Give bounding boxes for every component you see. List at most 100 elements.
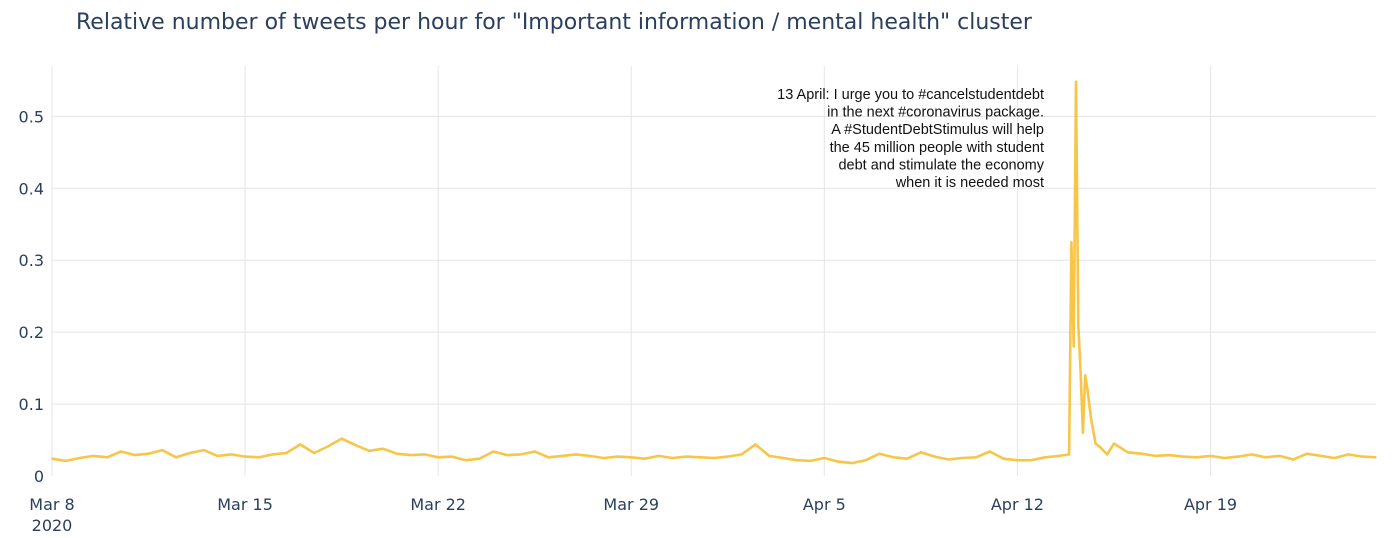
annotation-line: A #StudentDebtStimulus will help bbox=[831, 122, 1044, 138]
data-point bbox=[216, 455, 219, 457]
x-tick-label: Apr 5 bbox=[803, 495, 846, 514]
data-point bbox=[699, 456, 701, 459]
data-point bbox=[189, 452, 191, 454]
data-point bbox=[561, 455, 564, 457]
data-point bbox=[451, 455, 453, 458]
data-point bbox=[120, 450, 122, 453]
data-point bbox=[1292, 458, 1295, 461]
data-point bbox=[327, 445, 329, 448]
data-point bbox=[78, 457, 81, 459]
data-point bbox=[713, 457, 715, 459]
annotation-line: debt and stimulate the economy bbox=[838, 157, 1044, 173]
x-tick-label: Mar 8 bbox=[29, 495, 74, 514]
y-tick-label: 0.1 bbox=[19, 395, 44, 414]
annotation-line: the 45 million people with student bbox=[830, 140, 1044, 156]
annotation-line: 13 April: I urge you to #cancelstudentde… bbox=[777, 87, 1044, 103]
series-line bbox=[51, 80, 1377, 465]
chart-title: Relative number of tweets per hour for "… bbox=[76, 10, 1033, 35]
data-point bbox=[202, 449, 205, 451]
data-point bbox=[313, 452, 315, 454]
data-point bbox=[520, 453, 522, 456]
data-point bbox=[1106, 453, 1108, 456]
data-point bbox=[809, 460, 812, 462]
data-point bbox=[1058, 455, 1060, 457]
data-point bbox=[1002, 457, 1005, 460]
data-point bbox=[1030, 459, 1032, 462]
data-point bbox=[299, 443, 302, 446]
data-point bbox=[354, 444, 357, 446]
data-point bbox=[271, 453, 274, 456]
data-point bbox=[616, 455, 619, 458]
annotation-line: in the next #coronavirus package. bbox=[827, 105, 1044, 121]
data-point bbox=[989, 450, 991, 453]
data-point bbox=[1182, 455, 1184, 458]
data-point bbox=[671, 457, 674, 459]
data-point bbox=[602, 457, 605, 459]
data-point bbox=[851, 462, 853, 464]
data-point bbox=[92, 455, 95, 457]
data-point bbox=[533, 450, 536, 453]
data-point bbox=[837, 460, 839, 463]
x-tick-year-label: 2020 bbox=[32, 516, 73, 535]
data-point bbox=[796, 459, 798, 462]
data-point bbox=[575, 453, 577, 456]
data-point bbox=[1072, 345, 1075, 348]
data-point bbox=[1044, 456, 1046, 459]
data-point bbox=[768, 455, 770, 457]
data-point bbox=[1375, 456, 1377, 459]
data-point bbox=[258, 456, 260, 459]
data-point bbox=[51, 457, 53, 460]
data-point bbox=[134, 454, 136, 456]
data-point bbox=[920, 451, 922, 454]
data-point bbox=[1306, 452, 1308, 455]
x-axis: Mar 8 2020 Mar 15 Mar 22 Mar 29 Apr 5 Apr 12 Ap… bbox=[29, 495, 1237, 535]
data-point bbox=[589, 455, 591, 457]
data-point bbox=[340, 437, 343, 440]
y-tick-label: 0 bbox=[34, 467, 44, 486]
data-point bbox=[1099, 446, 1101, 449]
data-point bbox=[961, 457, 964, 459]
x-tick-label: Apr 12 bbox=[991, 495, 1044, 514]
data-point bbox=[1140, 452, 1143, 455]
data-point bbox=[1016, 459, 1019, 462]
data-point bbox=[1079, 370, 1082, 373]
data-point bbox=[1077, 324, 1080, 326]
x-tick-label: Apr 19 bbox=[1184, 495, 1237, 514]
data-point bbox=[147, 452, 150, 455]
annotation: 13 April: I urge you to #cancelstudentde… bbox=[777, 87, 1045, 191]
data-point bbox=[947, 458, 950, 461]
y-tick-label: 0.4 bbox=[19, 179, 44, 198]
data-point bbox=[175, 456, 177, 459]
data-point bbox=[1070, 241, 1073, 243]
data-point bbox=[685, 455, 688, 458]
data-point bbox=[782, 457, 784, 459]
data-point bbox=[161, 449, 164, 451]
data-point bbox=[1320, 455, 1322, 457]
data-point bbox=[754, 443, 757, 446]
data-point bbox=[1347, 453, 1350, 456]
data-point bbox=[1195, 456, 1198, 459]
data-point bbox=[740, 453, 743, 456]
data-point bbox=[878, 452, 881, 455]
data-point bbox=[230, 453, 233, 456]
data-point bbox=[465, 459, 467, 462]
data-point bbox=[1251, 453, 1253, 456]
data-point bbox=[864, 459, 867, 462]
data-point bbox=[1068, 453, 1070, 456]
data-point bbox=[1223, 457, 1226, 459]
data-point bbox=[492, 450, 495, 453]
data-point bbox=[1278, 455, 1281, 457]
data-point bbox=[1075, 81, 1077, 83]
data-point bbox=[1361, 455, 1363, 458]
data-point bbox=[1113, 442, 1115, 445]
data-point bbox=[1127, 451, 1129, 454]
data-point bbox=[437, 456, 440, 459]
grid-layer bbox=[51, 66, 1376, 476]
data-point bbox=[382, 447, 384, 450]
annotation-line: when it is needed most bbox=[895, 175, 1044, 191]
y-tick-label: 0.5 bbox=[19, 107, 44, 126]
data-point bbox=[823, 457, 826, 459]
data-point bbox=[423, 453, 426, 456]
